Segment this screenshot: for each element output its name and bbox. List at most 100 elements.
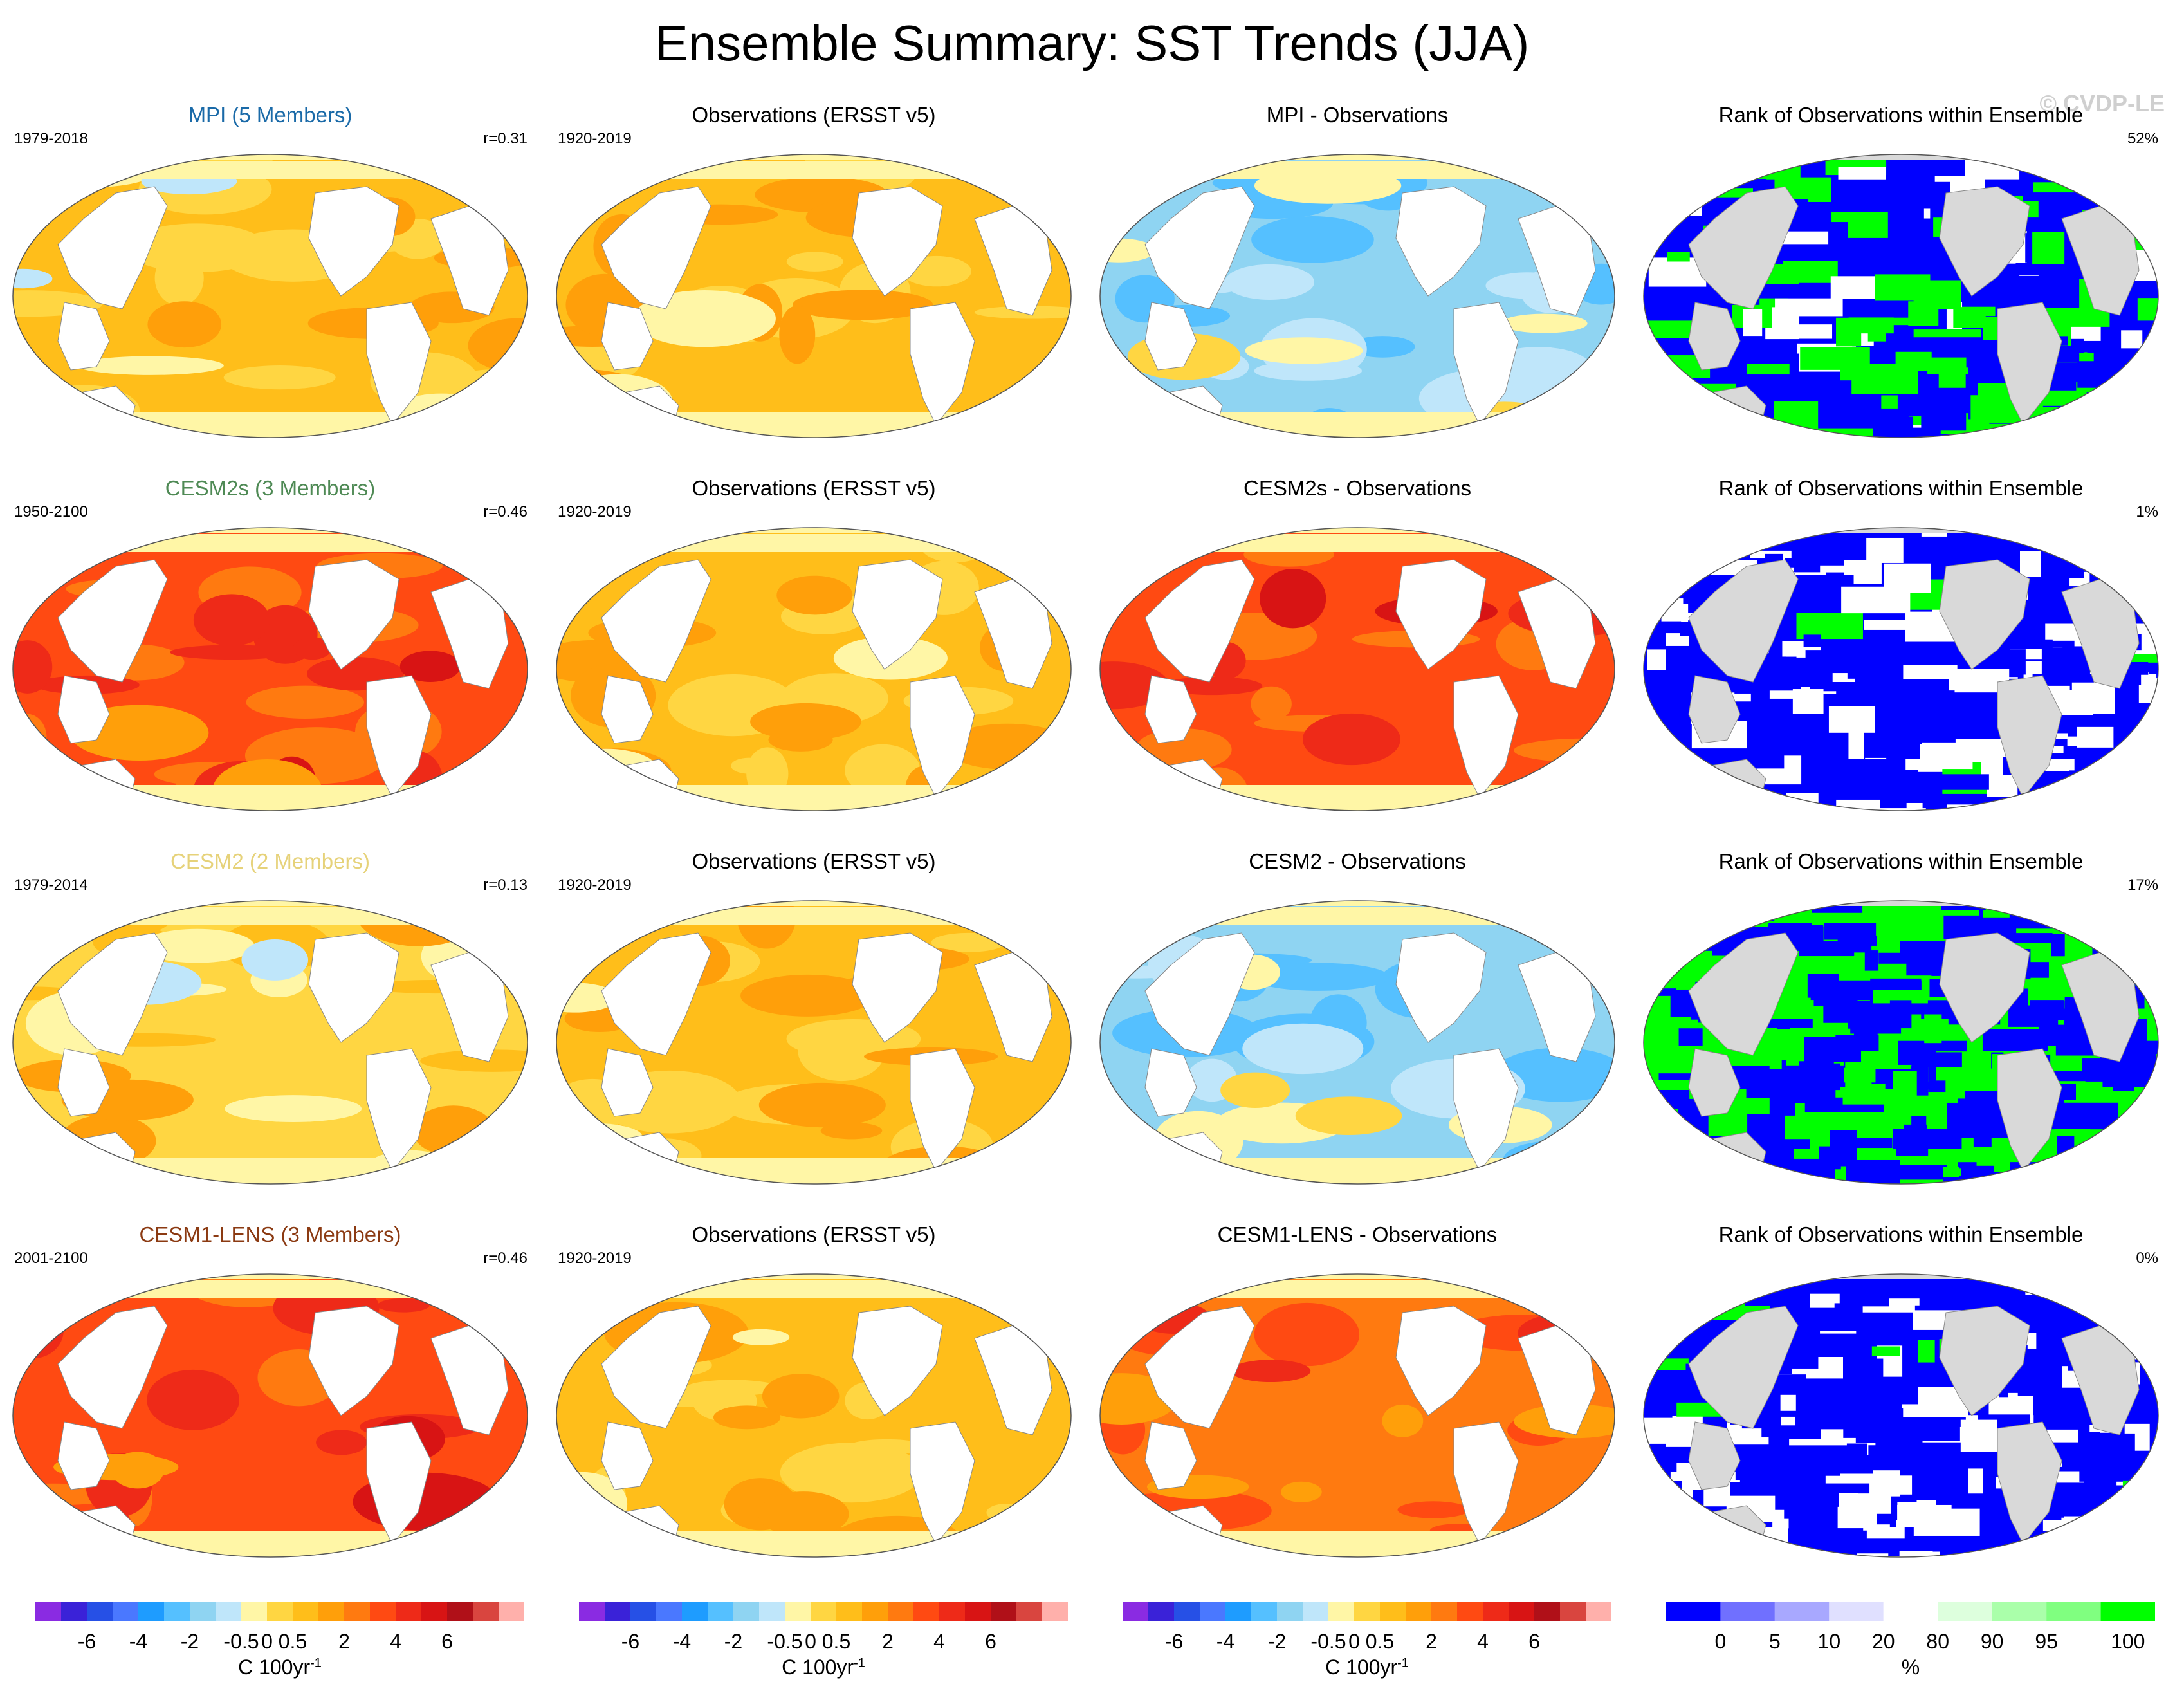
colorbar-tick-label: -0.5 xyxy=(223,1630,259,1653)
colorbar-swatch xyxy=(2046,1602,2101,1621)
colorbar-tick-label: -2 xyxy=(181,1630,199,1653)
panel-diff: CESM2 - Observations xyxy=(1094,849,1621,1206)
rank-percent: 52% xyxy=(2127,130,2158,147)
panel-title: MPI (5 Members) xyxy=(188,103,353,127)
colorbar-unit-exponent: -1 xyxy=(1397,1656,1409,1670)
colorbar-swatch xyxy=(1174,1602,1200,1621)
colorbar-swatch xyxy=(61,1602,87,1621)
colorbar-swatch xyxy=(1123,1602,1148,1621)
colorbar-swatch xyxy=(1883,1602,1938,1621)
colorbar-tick-label: -2 xyxy=(1268,1630,1286,1653)
panel-title: Observations (ERSST v5) xyxy=(692,1223,936,1246)
panel-model: CESM1-LENS (3 Members) 2001-2100 r=0.46 xyxy=(6,1223,534,1580)
colorbar-swatch xyxy=(862,1602,888,1621)
colorbar-tick-label: 0.5 xyxy=(1366,1630,1394,1653)
colorbar-swatch xyxy=(1277,1602,1303,1621)
trend-map xyxy=(12,154,528,438)
colorbar-tick-label: -6 xyxy=(1165,1630,1183,1653)
colorbar-tick-label: 10 xyxy=(1818,1630,1841,1653)
trend-map xyxy=(1099,154,1615,438)
panel-title: CESM2s - Observations xyxy=(1243,476,1471,500)
colorbar-swatch xyxy=(656,1602,682,1621)
pattern-correlation: r=0.46 xyxy=(483,1250,528,1267)
panel-period: 1979-2018 xyxy=(14,130,88,147)
colorbar-swatch xyxy=(499,1602,524,1621)
colorbar-swatch xyxy=(138,1602,164,1621)
colorbar-swatch xyxy=(1354,1602,1380,1621)
panel-title: CESM2 - Observations xyxy=(1249,849,1466,873)
panel-obs: Observations (ERSST v5) 1920-2019 xyxy=(550,103,1078,460)
colorbar-swatch xyxy=(1042,1602,1068,1621)
panel-title: Observations (ERSST v5) xyxy=(692,849,936,873)
colorbar-swatch xyxy=(164,1602,190,1621)
colorbar-tick-label: 95 xyxy=(2035,1630,2058,1653)
panel-title: Rank of Observations within Ensemble xyxy=(1718,476,2084,500)
colorbar-swatch xyxy=(579,1602,605,1621)
colorbar-tick-label: -4 xyxy=(673,1630,691,1653)
panel-title: CESM2s (3 Members) xyxy=(165,476,376,500)
colorbar-swatch xyxy=(1431,1602,1457,1621)
colorbar-swatch xyxy=(965,1602,991,1621)
colorbar-swatch xyxy=(447,1602,473,1621)
colorbar-swatch xyxy=(318,1602,344,1621)
colorbar-swatch xyxy=(2100,1602,2155,1621)
colorbar-swatch xyxy=(1457,1602,1483,1621)
colorbar-swatch xyxy=(1016,1602,1042,1621)
panel-title: Rank of Observations within Ensemble xyxy=(1718,1223,2084,1246)
pattern-correlation: r=0.31 xyxy=(483,130,528,147)
colorbar-swatch xyxy=(241,1602,267,1621)
colorbar-tick-label: 2 xyxy=(338,1630,350,1653)
figure-title: Ensemble Summary: SST Trends (JJA) xyxy=(654,15,1530,71)
colorbar-swatch xyxy=(1148,1602,1174,1621)
colorbar-swatch xyxy=(1586,1602,1611,1621)
colorbar-swatch xyxy=(113,1602,138,1621)
colorbar-unit-exponent: -1 xyxy=(310,1656,322,1670)
trend-map xyxy=(556,1273,1072,1558)
colorbar-swatch xyxy=(396,1602,421,1621)
colorbar-tick-label: 6 xyxy=(985,1630,996,1653)
colorbar-swatch xyxy=(1829,1602,1884,1621)
trend-colorbar: -6 -4 -2 -0.5 0 0.5 2 4 6 C 100yr-1 xyxy=(35,1602,524,1679)
colorbar-tick-label: -2 xyxy=(724,1630,742,1653)
colorbar-swatch xyxy=(1509,1602,1534,1621)
colorbar-swatch xyxy=(785,1602,811,1621)
colorbar-swatch xyxy=(1200,1602,1225,1621)
colorbar-swatch xyxy=(913,1602,939,1621)
panel-obs: Observations (ERSST v5) 1920-2019 xyxy=(550,849,1078,1206)
colorbar-tick-label: 20 xyxy=(1872,1630,1895,1653)
colorbar-swatch xyxy=(1380,1602,1406,1621)
panel-title: MPI - Observations xyxy=(1266,103,1449,127)
panel-rank: Rank of Observations within Ensemble 1% xyxy=(1637,476,2165,833)
colorbar-tick-label: -0.5 xyxy=(767,1630,802,1653)
colorbar-tick-label: -4 xyxy=(1216,1630,1234,1653)
colorbar-tick-label: 4 xyxy=(1477,1630,1489,1653)
panel-period: 2001-2100 xyxy=(14,1250,88,1267)
trend-map xyxy=(12,900,528,1185)
colorbar-tick-label: 0 xyxy=(261,1630,273,1653)
colorbar-swatch xyxy=(939,1602,965,1621)
panel-title: Observations (ERSST v5) xyxy=(692,476,936,500)
colorbar-swatch xyxy=(1225,1602,1251,1621)
pattern-correlation: r=0.13 xyxy=(483,876,528,894)
colorbar-tick-label: -4 xyxy=(129,1630,147,1653)
trend-map xyxy=(556,154,1072,438)
colorbar-swatch xyxy=(991,1602,1016,1621)
panel-obs: Observations (ERSST v5) 1920-2019 xyxy=(550,1223,1078,1580)
panel-model: CESM2 (2 Members) 1979-2014 r=0.13 xyxy=(6,849,534,1206)
colorbar-swatch xyxy=(682,1602,708,1621)
panel-rank: Rank of Observations within Ensemble 52% xyxy=(1637,103,2165,460)
trend-map xyxy=(12,1273,528,1558)
colorbar-tick-label: -0.5 xyxy=(1310,1630,1346,1653)
colorbar-unit: % xyxy=(1902,1656,1920,1679)
trend-map xyxy=(556,900,1072,1185)
trend-colorbar: -6 -4 -2 -0.5 0 0.5 2 4 6 C 100yr-1 xyxy=(1123,1602,1611,1679)
colorbar-unit: C 100yr-1 xyxy=(1325,1656,1409,1679)
rank-percent: 0% xyxy=(2136,1250,2158,1267)
colorbar-swatch xyxy=(1992,1602,2047,1621)
colorbar-tick-label: 6 xyxy=(441,1630,453,1653)
colorbar-tick-label: 80 xyxy=(1926,1630,1949,1653)
trend-map xyxy=(12,527,528,811)
colorbar-unit-exponent: -1 xyxy=(854,1656,865,1670)
colorbar-swatch xyxy=(1666,1602,1721,1621)
colorbar-tick-label: 6 xyxy=(1528,1630,1540,1653)
